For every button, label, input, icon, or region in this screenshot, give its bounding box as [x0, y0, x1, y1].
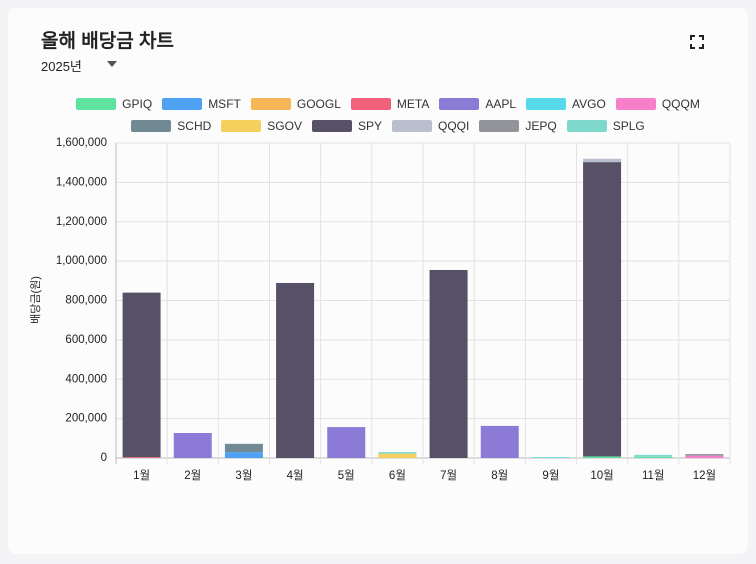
bar-segment — [378, 452, 417, 454]
legend-item[interactable]: SPLG — [566, 118, 645, 134]
y-tick-label: 600,000 — [65, 334, 107, 346]
bar-segment — [685, 454, 724, 456]
x-tick-label: 1월 — [133, 469, 150, 482]
legend-item[interactable]: META — [350, 96, 430, 112]
legend-label: META — [396, 97, 430, 111]
legend-swatch — [76, 98, 117, 110]
legend-swatch — [566, 120, 607, 132]
bar-segment — [685, 455, 724, 458]
legend-label: AVGO — [572, 97, 606, 111]
bar-segment — [327, 427, 366, 458]
y-tick-label: 200,000 — [65, 413, 107, 425]
legend-item[interactable]: AAPL — [439, 96, 516, 112]
x-tick-label: 6월 — [389, 469, 406, 482]
y-tick-label: 0 — [101, 452, 107, 464]
bar-segment — [583, 158, 622, 163]
legend-item[interactable]: SCHD — [131, 118, 211, 134]
legend-label: SPLG — [612, 119, 645, 133]
y-axis-label: 배당금(원) — [29, 276, 42, 324]
legend-label: GPIQ — [122, 97, 153, 111]
legend-swatch — [162, 98, 203, 110]
legend-swatch — [250, 98, 291, 110]
legend-label: MSFT — [208, 97, 241, 111]
x-tick-label: 7월 — [440, 469, 457, 482]
bar-segment — [583, 456, 622, 458]
bar-segment — [583, 162, 622, 457]
legend-item[interactable]: QQQM — [615, 96, 700, 112]
legend-label: QQQM — [661, 97, 700, 111]
legend-item[interactable]: QQQI — [392, 118, 469, 134]
legend-swatch — [350, 98, 391, 110]
legend-swatch — [526, 98, 567, 110]
bar-segment — [634, 454, 673, 457]
legend-label: QQQI — [438, 119, 470, 133]
x-tick-label: 3월 — [235, 469, 252, 482]
x-tick-label: 12월 — [693, 469, 716, 482]
legend-label: AAPL — [485, 97, 517, 111]
legend-label: SPY — [357, 119, 382, 133]
legend-label: SCHD — [177, 119, 212, 133]
x-tick-label: 5월 — [338, 469, 355, 482]
x-tick-label: 11월 — [642, 469, 665, 482]
bar-segment — [531, 457, 570, 458]
bar-segment — [173, 432, 212, 458]
legend-swatch — [131, 120, 172, 132]
legend-swatch — [221, 120, 262, 132]
bar-segment — [480, 425, 519, 458]
y-tick-label: 1,600,000 — [56, 137, 107, 149]
bar-segment — [429, 269, 468, 458]
y-tick-label: 1,400,000 — [56, 176, 107, 188]
legend-item[interactable]: AVGO — [526, 96, 606, 112]
bar-segment — [224, 452, 263, 458]
legend-swatch — [479, 120, 520, 132]
legend-item[interactable]: SGOV — [221, 118, 302, 134]
bar-segment — [122, 292, 161, 458]
bar-segment — [634, 456, 673, 458]
y-tick-label: 1,000,000 — [56, 255, 107, 267]
legend-label: GOOGL — [296, 97, 341, 111]
legend-swatch — [392, 120, 432, 132]
x-tick-label: 2월 — [184, 469, 201, 482]
legend-swatch — [615, 98, 656, 110]
bar-segment — [122, 457, 161, 458]
bar-segment — [378, 453, 417, 458]
x-tick-label: 9월 — [542, 469, 559, 482]
legend-item[interactable]: GPIQ — [76, 96, 152, 112]
expand-icon[interactable] — [690, 35, 704, 49]
x-tick-label: 10월 — [590, 469, 613, 482]
legend-swatch — [311, 120, 352, 132]
x-tick-label: 4월 — [287, 469, 304, 482]
x-tick-label: 8월 — [491, 469, 508, 482]
bar-segment — [276, 282, 315, 458]
legend-label: JEPQ — [525, 119, 557, 133]
legend-item[interactable]: SPY — [311, 118, 382, 134]
title: 올해 배당금 차트 — [41, 31, 174, 52]
legend-item[interactable]: JEPQ — [479, 118, 557, 134]
legend-label: SGOV — [267, 119, 302, 133]
year-select[interactable]: 2025년 — [41, 59, 82, 74]
y-tick-label: 400,000 — [65, 373, 107, 385]
y-tick-label: 800,000 — [65, 295, 107, 307]
legend: GPIQ MSFT GOOGL META AAPL AVGO QQQM SCHD SGOV SPY… — [48, 96, 728, 134]
y-tick-label: 1,200,000 — [56, 216, 107, 228]
legend-item[interactable]: MSFT — [162, 96, 241, 112]
bar-segment — [224, 443, 263, 453]
legend-item[interactable]: GOOGL — [250, 96, 341, 112]
legend-swatch — [439, 98, 480, 110]
card: 올해 배당금 차트 2025년 GPIQ MSFT GOOGL META AAPL AVG… — [8, 8, 748, 554]
dropdown-caret[interactable] — [107, 61, 117, 67]
